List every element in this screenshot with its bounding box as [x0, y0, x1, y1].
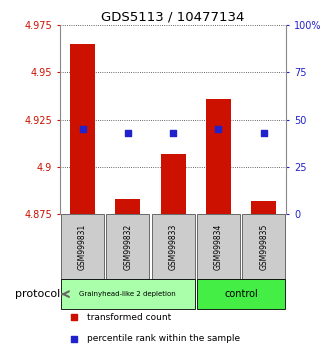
Text: Grainyhead-like 2 depletion: Grainyhead-like 2 depletion	[80, 291, 176, 297]
Text: protocol: protocol	[15, 289, 60, 299]
Text: GSM999835: GSM999835	[259, 224, 268, 270]
Text: GSM999832: GSM999832	[123, 224, 133, 270]
Point	[125, 130, 131, 136]
Text: percentile rank within the sample: percentile rank within the sample	[87, 334, 240, 343]
Bar	[197, 279, 285, 309]
Bar	[152, 214, 195, 279]
Point	[80, 126, 85, 132]
Text: GSM999833: GSM999833	[168, 224, 178, 270]
Title: GDS5113 / 10477134: GDS5113 / 10477134	[102, 11, 245, 24]
Bar	[70, 44, 95, 214]
Bar	[161, 154, 185, 214]
Bar	[106, 214, 150, 279]
Point	[170, 130, 176, 136]
Point	[261, 130, 266, 136]
Bar	[61, 214, 104, 279]
Point	[71, 314, 76, 320]
Text: transformed count: transformed count	[87, 313, 171, 322]
Bar	[242, 214, 285, 279]
Bar	[206, 99, 231, 214]
Text: GSM999831: GSM999831	[78, 224, 87, 270]
Bar	[197, 214, 240, 279]
Bar	[61, 279, 195, 309]
Bar	[116, 199, 140, 214]
Point	[71, 336, 76, 341]
Bar	[251, 201, 276, 214]
Point	[216, 126, 221, 132]
Text: GSM999834: GSM999834	[214, 224, 223, 270]
Text: control: control	[224, 289, 258, 299]
